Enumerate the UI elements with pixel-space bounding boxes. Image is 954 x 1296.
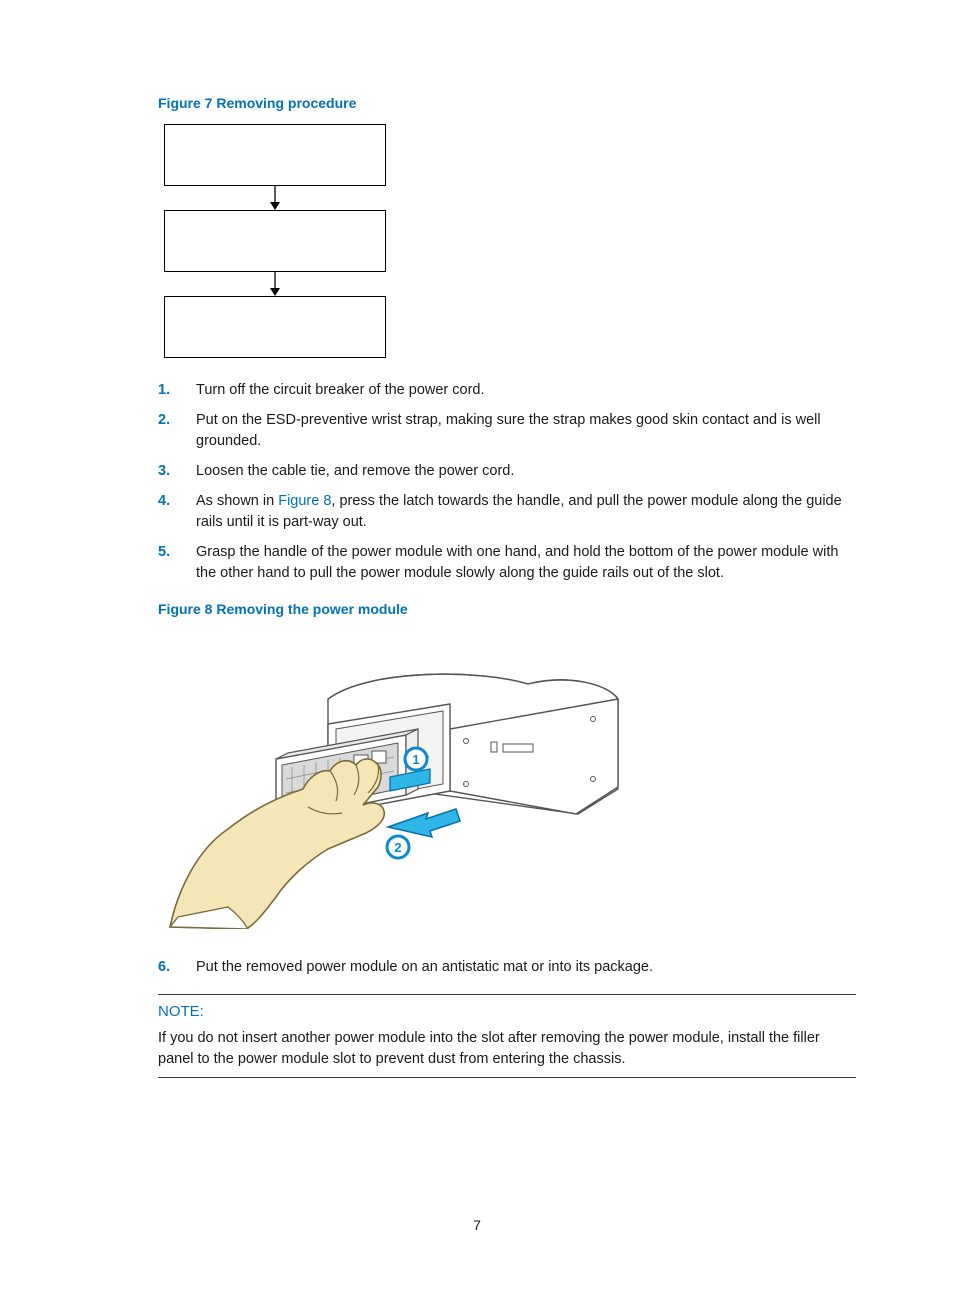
- page-number: 7: [0, 1216, 954, 1236]
- figure8-illustration: 1 2: [158, 629, 856, 929]
- svg-text:1: 1: [412, 752, 419, 767]
- flow-arrow-1: [164, 186, 386, 210]
- flow-box-3: [164, 296, 386, 358]
- flow-box-1: [164, 124, 386, 186]
- step-item: Grasp the handle of the power module wit…: [158, 542, 856, 584]
- callout-1-icon: 1: [405, 748, 427, 770]
- figure8-caption: Figure 8 Removing the power module: [158, 600, 856, 620]
- step-prefix: As shown in: [196, 493, 278, 509]
- figure8-link[interactable]: Figure 8: [278, 493, 331, 509]
- note-body: If you do not insert another power modul…: [158, 1028, 856, 1069]
- flow-box-2: [164, 210, 386, 272]
- figure7-flowchart: [164, 124, 856, 358]
- step-text: Turn off the circuit breaker of the powe…: [196, 382, 485, 398]
- note-block: NOTE: If you do not insert another power…: [158, 994, 856, 1078]
- step-text: Grasp the handle of the power module wit…: [196, 544, 838, 581]
- step-item: Put on the ESD-preventive wrist strap, m…: [158, 410, 856, 452]
- step-item: Loosen the cable tie, and remove the pow…: [158, 461, 856, 482]
- step-item: Put the removed power module on an antis…: [158, 957, 856, 978]
- callout-2-icon: 2: [387, 836, 409, 858]
- figure7-caption: Figure 7 Removing procedure: [158, 94, 856, 114]
- step-item: As shown in Figure 8, press the latch to…: [158, 491, 856, 533]
- pull-arrow-icon: [388, 809, 460, 837]
- note-label: NOTE:: [158, 1001, 856, 1022]
- svg-text:2: 2: [394, 840, 401, 855]
- step-item: Turn off the circuit breaker of the powe…: [158, 380, 856, 401]
- flow-arrow-2: [164, 272, 386, 296]
- step-text: Loosen the cable tie, and remove the pow…: [196, 463, 514, 479]
- steps-list-1: Turn off the circuit breaker of the powe…: [158, 380, 856, 584]
- step-text: Put the removed power module on an antis…: [196, 959, 653, 975]
- steps-list-2: Put the removed power module on an antis…: [158, 957, 856, 978]
- step-text: Put on the ESD-preventive wrist strap, m…: [196, 412, 821, 449]
